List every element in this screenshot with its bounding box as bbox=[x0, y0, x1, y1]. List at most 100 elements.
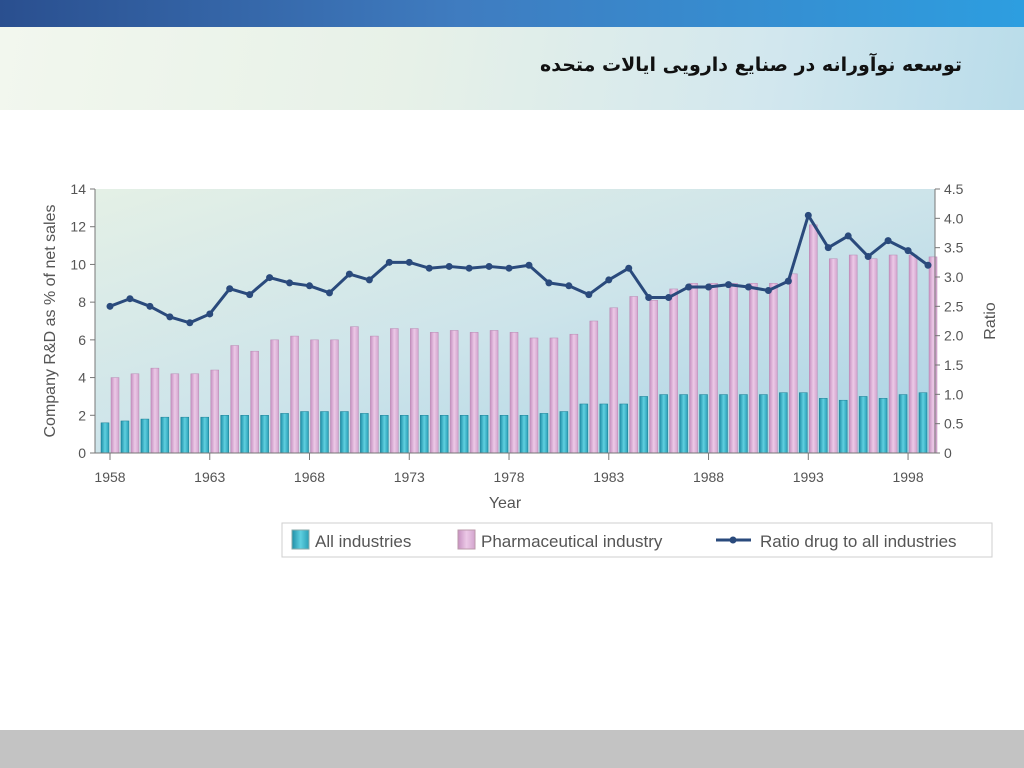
bar-all-industries-1993 bbox=[799, 392, 808, 454]
bar-pharmaceutical-1987 bbox=[689, 283, 698, 454]
ratio-point-1995 bbox=[844, 232, 852, 240]
bar-all-industries-1997 bbox=[878, 398, 888, 454]
ratio-point-1982 bbox=[585, 291, 593, 299]
y-tick-label: 4 bbox=[78, 370, 86, 386]
bar-all-industries-1991 bbox=[759, 394, 768, 454]
y2-tick-label: 2.0 bbox=[944, 328, 964, 344]
ratio-point-1963 bbox=[206, 310, 214, 318]
bar-pharmaceutical-1970 bbox=[350, 326, 359, 454]
legend-swatch-all-industries bbox=[291, 529, 310, 550]
bar-pharmaceutical-1982 bbox=[589, 320, 599, 454]
y2-tick-label: 2.5 bbox=[944, 298, 964, 314]
bar-all-industries-1983 bbox=[599, 403, 609, 454]
y2-tick-label: 0.5 bbox=[944, 416, 964, 432]
legend-box bbox=[281, 522, 993, 558]
bar-pharmaceutical-1971 bbox=[370, 335, 379, 454]
y2-tick-label: 0 bbox=[944, 445, 952, 461]
y-tick-label: 6 bbox=[78, 332, 86, 348]
bar-all-industries-1989 bbox=[719, 394, 728, 454]
y2-tick-label: 1.0 bbox=[944, 386, 964, 402]
bar-all-industries-1984 bbox=[619, 403, 628, 454]
bar-all-industries-1977 bbox=[479, 415, 489, 454]
bar-all-industries-1990 bbox=[739, 394, 748, 454]
ratio-point-1970 bbox=[345, 270, 353, 278]
ratio-point-1985 bbox=[645, 294, 653, 302]
bar-all-industries-1994 bbox=[818, 398, 828, 454]
bar-pharmaceutical-1988 bbox=[709, 283, 718, 454]
ratio-point-1976 bbox=[465, 264, 473, 272]
bar-pharmaceutical-1979 bbox=[529, 337, 539, 454]
ratio-point-1975 bbox=[445, 262, 453, 270]
bar-all-industries-1961 bbox=[160, 416, 170, 454]
y-tick-label: 2 bbox=[78, 407, 86, 423]
y2-tick-label: 3.5 bbox=[944, 240, 964, 256]
bar-pharmaceutical-1964 bbox=[230, 345, 239, 454]
bar-all-industries-1995 bbox=[838, 399, 848, 454]
bar-all-industries-1986 bbox=[659, 394, 668, 454]
ratio-point-1958 bbox=[106, 302, 114, 310]
y-tick-label: 14 bbox=[70, 181, 86, 197]
ratio-point-1962 bbox=[186, 319, 194, 327]
bar-all-industries-1972 bbox=[380, 415, 389, 454]
bar-all-industries-1992 bbox=[779, 392, 788, 454]
ratio-point-1978 bbox=[505, 264, 513, 272]
bar-pharmaceutical-1986 bbox=[669, 288, 678, 454]
bar-pharmaceutical-1966 bbox=[270, 339, 279, 454]
ratio-point-1989 bbox=[724, 281, 732, 289]
ratio-point-1999 bbox=[924, 261, 932, 269]
bar-all-industries-1962 bbox=[180, 416, 190, 454]
x-tick-label: 1983 bbox=[593, 469, 624, 485]
bar-all-industries-1974 bbox=[419, 415, 429, 454]
bar-pharmaceutical-1973 bbox=[410, 328, 419, 454]
y2-tick-label: 1.5 bbox=[944, 357, 964, 373]
bar-pharmaceutical-1965 bbox=[250, 350, 259, 454]
ratio-point-1987 bbox=[685, 283, 693, 291]
legend-label-ratio: Ratio drug to all industries bbox=[760, 532, 957, 551]
bar-all-industries-1988 bbox=[699, 394, 708, 454]
slide-title: توسعه نوآورانه در صنایع دارویی ایالات مت… bbox=[540, 54, 962, 76]
x-tick-label: 1988 bbox=[693, 469, 724, 485]
bar-pharmaceutical-1994 bbox=[828, 258, 838, 454]
bar-all-industries-1978 bbox=[499, 415, 509, 454]
bar-all-industries-1969 bbox=[320, 411, 329, 454]
ratio-point-1988 bbox=[705, 283, 713, 291]
ratio-point-1981 bbox=[565, 282, 573, 290]
bar-pharmaceutical-1984 bbox=[629, 296, 638, 454]
bar-pharmaceutical-1989 bbox=[729, 283, 738, 454]
y2-tick-label: 3.0 bbox=[944, 269, 964, 285]
bar-all-industries-1981 bbox=[559, 411, 569, 454]
ratio-point-1986 bbox=[665, 294, 673, 302]
bar-all-industries-1996 bbox=[858, 396, 868, 454]
footer-bar bbox=[0, 730, 1024, 768]
ratio-point-1984 bbox=[625, 264, 633, 272]
top-header-bar bbox=[0, 0, 1024, 27]
y-tick-label: 10 bbox=[70, 256, 86, 272]
bar-pharmaceutical-1958 bbox=[110, 377, 120, 454]
ratio-point-1966 bbox=[266, 274, 274, 282]
legend: All industries Pharmaceutical industry R… bbox=[281, 522, 993, 558]
bar-pharmaceutical-1959 bbox=[130, 373, 140, 454]
bar-all-industries-1965 bbox=[240, 415, 249, 454]
y2-tick-label: 4.0 bbox=[944, 210, 964, 226]
bar-all-industries-1987 bbox=[679, 394, 688, 454]
bar-all-industries-1963 bbox=[200, 416, 210, 454]
bar-pharmaceutical-1993 bbox=[809, 224, 818, 454]
bar-all-industries-1973 bbox=[400, 415, 409, 454]
bar-pharmaceutical-1962 bbox=[190, 373, 200, 454]
x-tick-label: 1993 bbox=[793, 469, 824, 485]
bar-pharmaceutical-1976 bbox=[469, 332, 479, 454]
bar-all-industries-1968 bbox=[300, 411, 309, 454]
bar-all-industries-1975 bbox=[439, 415, 449, 454]
ratio-point-1959 bbox=[126, 295, 134, 303]
bar-all-industries-1959 bbox=[120, 420, 130, 454]
title-band bbox=[0, 27, 1024, 110]
x-tick-label: 1973 bbox=[394, 469, 425, 485]
ratio-point-1994 bbox=[824, 244, 832, 252]
ratio-point-1977 bbox=[485, 262, 493, 270]
bar-pharmaceutical-1967 bbox=[290, 335, 299, 454]
y-tick-label: 0 bbox=[78, 445, 86, 461]
ratio-point-1964 bbox=[226, 285, 234, 293]
bar-pharmaceutical-1961 bbox=[170, 373, 180, 454]
bar-pharmaceutical-1997 bbox=[888, 254, 898, 454]
